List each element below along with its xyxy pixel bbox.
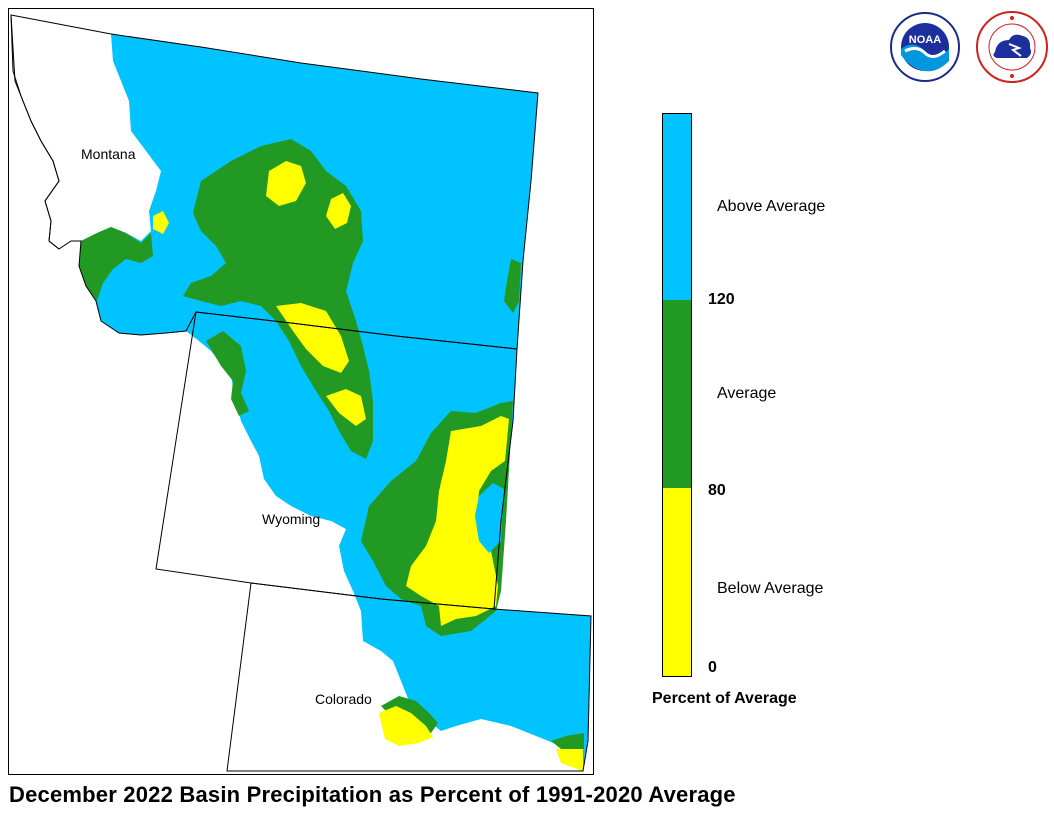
legend-tick-0: 0 bbox=[708, 659, 717, 676]
region-below-average-5 bbox=[326, 389, 366, 426]
wyoming-boundary bbox=[155, 311, 518, 610]
region-below-average-1 bbox=[266, 161, 306, 206]
colorado-boundary bbox=[226, 582, 592, 772]
legend-label-above-average: Above Average bbox=[717, 198, 826, 215]
region-average-se-corner bbox=[551, 733, 584, 749]
region-average-central bbox=[183, 139, 373, 459]
precipitation-map bbox=[10, 14, 592, 772]
region-below-average-2 bbox=[326, 193, 351, 229]
nws-logo bbox=[976, 11, 1048, 83]
region-average-nw bbox=[79, 227, 153, 301]
region-above-average-pocket bbox=[475, 483, 504, 553]
legend-swatch-below-average bbox=[662, 488, 692, 677]
legend-bar-border bbox=[662, 113, 692, 677]
region-below-average-6 bbox=[406, 416, 509, 626]
legend-swatch-above-average bbox=[662, 113, 692, 300]
state-label-wyoming: Wyoming bbox=[262, 511, 321, 527]
noaa-logo-text: NOAA bbox=[909, 34, 941, 46]
legend-label-average: Average bbox=[717, 385, 777, 402]
state-label-montana: Montana bbox=[81, 146, 136, 162]
region-below-average-7 bbox=[379, 706, 433, 746]
legend-swatch-average bbox=[662, 300, 692, 488]
noaa-logo: NOAA bbox=[890, 12, 960, 82]
legend-tick-80: 80 bbox=[708, 482, 726, 499]
map-frame bbox=[8, 8, 594, 775]
region-below-average-8 bbox=[556, 749, 583, 771]
state-label-colorado: Colorado bbox=[315, 691, 372, 707]
legend-label-below-average: Below Average bbox=[717, 580, 824, 597]
legend-title: Percent of Average bbox=[652, 690, 797, 707]
state-boundaries bbox=[10, 14, 592, 772]
region-average-east-edge bbox=[504, 259, 521, 313]
region-average-sw-edge bbox=[206, 331, 249, 416]
region-below-average-4 bbox=[276, 303, 349, 373]
legend-tick-120: 120 bbox=[708, 291, 735, 308]
map-title: December 2022 Basin Precipitation as Per… bbox=[9, 782, 736, 807]
region-below-average-3 bbox=[153, 211, 169, 234]
idaho-boundary bbox=[10, 14, 60, 250]
